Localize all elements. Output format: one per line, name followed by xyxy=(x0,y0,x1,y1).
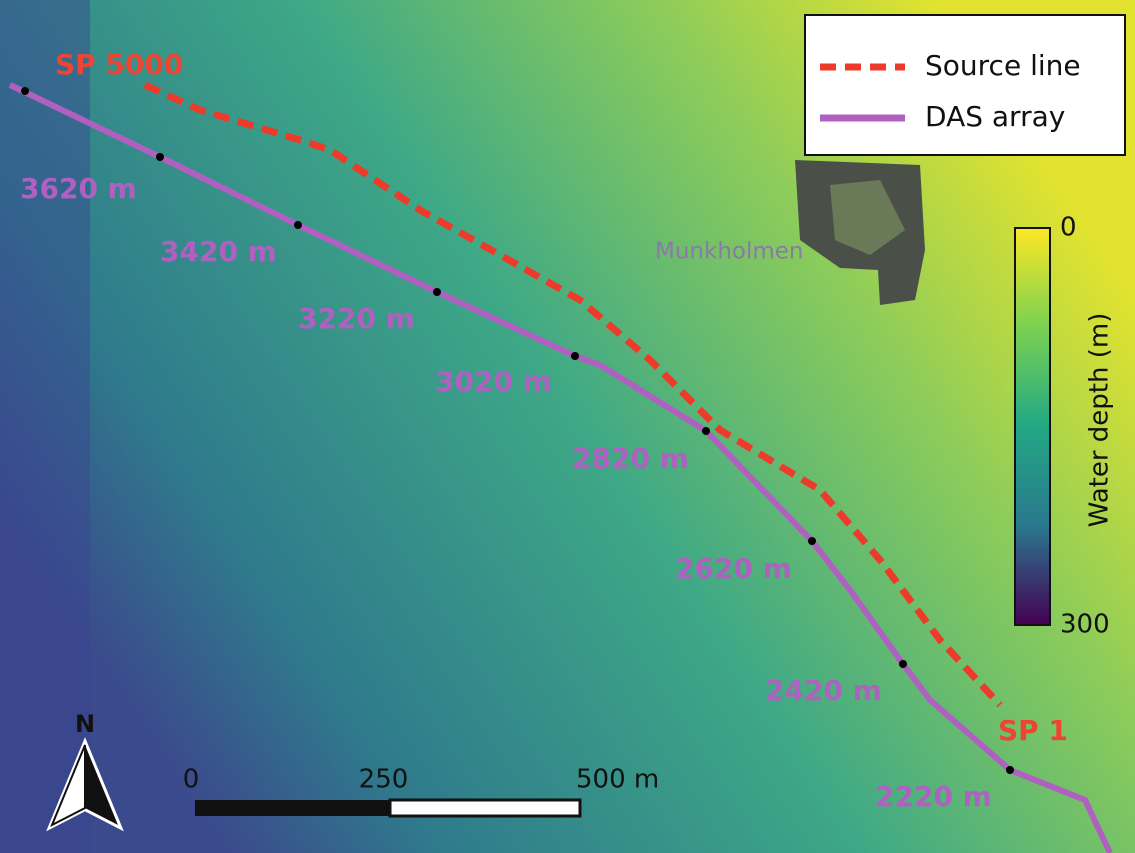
das-array xyxy=(8,82,1113,853)
sp-start: SP 5000 xyxy=(55,48,183,81)
colorbar-tick-label: 300 xyxy=(1060,610,1110,640)
distance-label: 3420 m xyxy=(160,235,277,268)
distance-labels: 3620 m 3420 m 3220 m 3020 m 2820 m 2620 m 2420… xyxy=(20,172,992,813)
channel-marker xyxy=(156,153,164,161)
north-arrow: N xyxy=(46,710,124,832)
channel-marker xyxy=(702,427,710,435)
channel-marker xyxy=(294,221,302,229)
north-label: N xyxy=(75,710,95,738)
sp-end: SP 1 xyxy=(998,714,1068,747)
legend-label: DAS array xyxy=(925,100,1065,133)
scale-bar xyxy=(195,800,390,816)
colorbar xyxy=(1014,227,1051,626)
legend-label: Source line xyxy=(925,49,1081,82)
channel-marker xyxy=(899,660,907,668)
channel-marker xyxy=(808,537,816,545)
distance-label: 3220 m xyxy=(298,302,415,335)
channel-markers xyxy=(21,87,1014,774)
channel-marker xyxy=(433,288,441,296)
scale-bar xyxy=(388,798,582,818)
colorbar-label: Water depth (m) xyxy=(1085,313,1115,528)
channel-marker xyxy=(571,352,579,360)
deep-water xyxy=(0,0,90,853)
scale-tick-label: 500 m xyxy=(576,765,659,795)
channel-marker xyxy=(1006,766,1014,774)
scale-tick-label: 250 xyxy=(359,765,409,795)
colorbar-tick-label: 0 xyxy=(1060,213,1077,243)
distance-label: 3020 m xyxy=(435,365,552,398)
distance-label: 2420 m xyxy=(765,674,882,707)
place-label: Munkholmen xyxy=(655,239,804,265)
scale-ticks: 0 250 500 m xyxy=(183,765,659,795)
scale-tick-label: 0 xyxy=(183,765,200,795)
legend xyxy=(804,14,1126,156)
distance-label: 2620 m xyxy=(675,552,792,585)
island-detail xyxy=(830,180,905,255)
distance-label: 2220 m xyxy=(875,780,992,813)
channel-marker xyxy=(21,87,29,95)
colorbar-ticks: 0 300 xyxy=(1060,213,1110,640)
source-line xyxy=(143,81,1003,708)
distance-label: 2820 m xyxy=(572,442,689,475)
distance-label: 3620 m xyxy=(20,172,137,205)
